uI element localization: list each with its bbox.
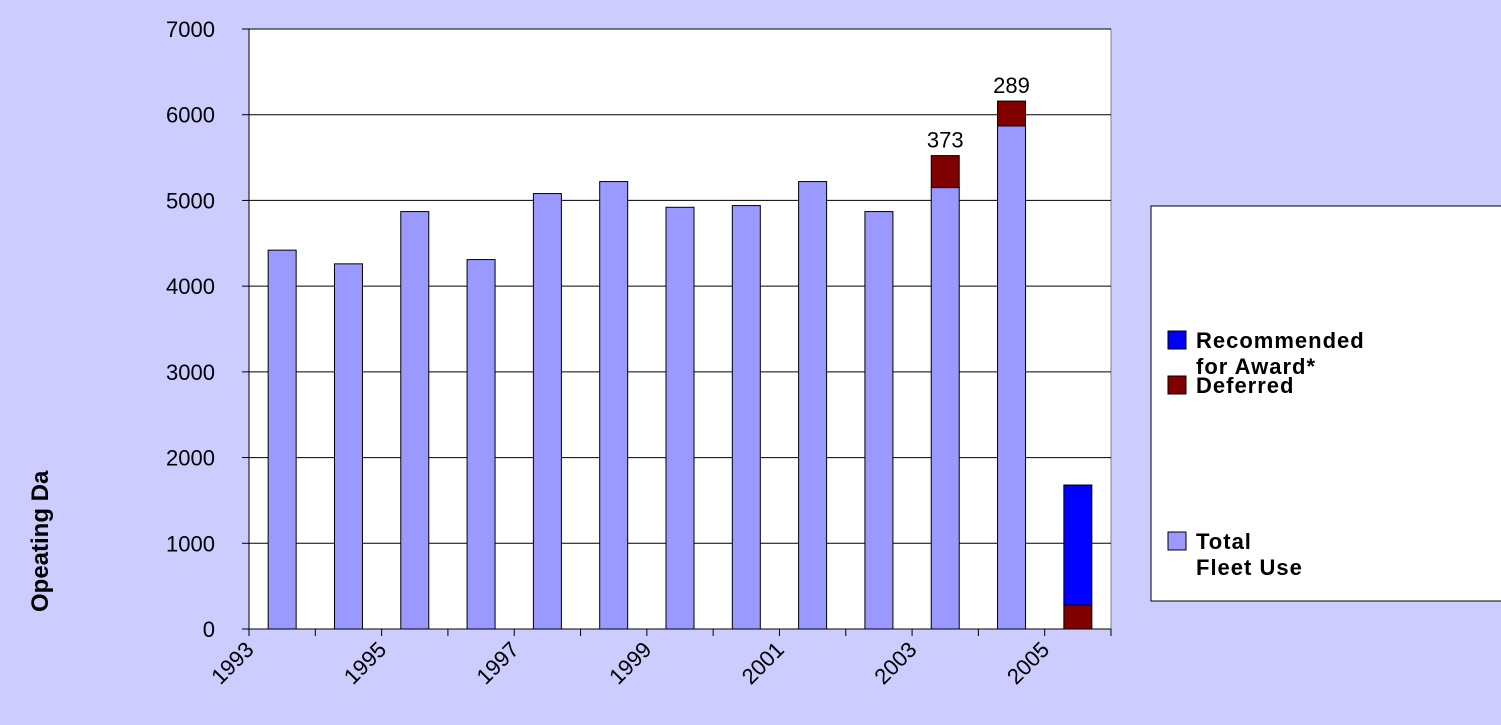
bar-segment <box>532 193 562 630</box>
y-tick-label: 4000 <box>166 274 215 299</box>
y-tick-label: 7000 <box>166 17 215 42</box>
y-tick-label: 6000 <box>166 103 215 128</box>
bar-segment <box>930 155 960 189</box>
bar-segment <box>466 259 496 630</box>
legend-swatch <box>1167 375 1187 395</box>
bar-segment <box>599 181 629 630</box>
legend-label: Recommended for Award* <box>1196 328 1365 379</box>
bar-segment <box>798 181 828 630</box>
legend <box>1150 205 1501 602</box>
bar-segment <box>731 205 761 630</box>
bar-segment <box>665 206 695 630</box>
y-tick-label: 5000 <box>166 188 215 213</box>
y-tick-label: 3000 <box>166 360 215 385</box>
data-label: 289 <box>993 73 1030 98</box>
bar-segment <box>997 125 1027 630</box>
data-label: 373 <box>927 128 964 153</box>
legend-label: Total Fleet Use <box>1196 529 1303 580</box>
legend-label: Deferred <box>1196 373 1294 398</box>
bar-segment <box>1063 484 1093 606</box>
bar-segment <box>930 187 960 630</box>
y-axis-label: Opeating Da <box>27 470 54 612</box>
bar-segment <box>333 263 363 630</box>
y-tick-label: 2000 <box>166 446 215 471</box>
legend-swatch <box>1167 330 1187 350</box>
y-tick-label: 1000 <box>166 531 215 556</box>
bar-segment <box>864 211 894 630</box>
bar-segment <box>1063 604 1093 630</box>
bar-segment <box>267 249 297 630</box>
legend-swatch <box>1167 531 1187 551</box>
bar-segment <box>997 100 1027 127</box>
bar-segment <box>400 211 430 630</box>
y-tick-label: 0 <box>203 617 215 642</box>
